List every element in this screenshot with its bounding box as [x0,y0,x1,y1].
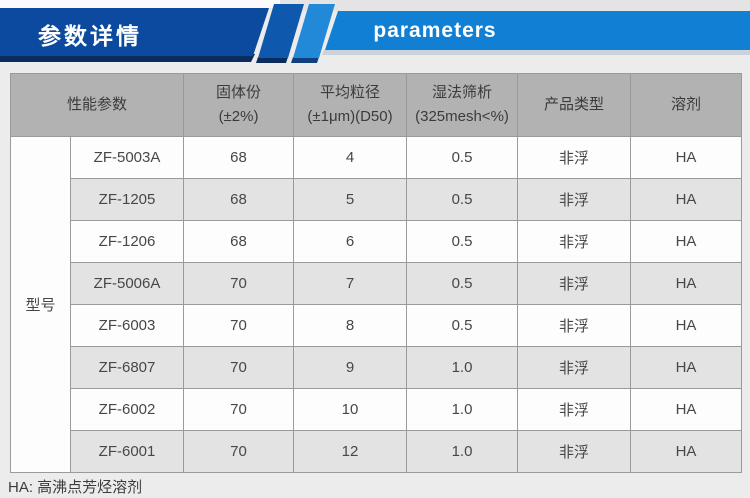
solvent-footnote: HA: 高沸点芳烃溶剂 [8,479,143,496]
header-size-line1: 平均粒径 [320,84,381,101]
row-group-label-model: 型号 [10,136,71,473]
header-performance-params: 性能参数 [9,73,185,137]
table-row: 型号 ZF-5003A 68 4 0.5 非浮 HA [10,136,743,473]
banner-ribbon-graphic [0,0,750,70]
table-row: ZF-1206 68 6 0.5 非浮 HA [10,220,743,263]
size-cell: 6 [293,220,408,263]
type-cell: 非浮 [517,388,632,431]
solid-cell: 70 [183,388,295,431]
solid-cell: 68 [183,136,295,179]
banner-title-english: parameters [373,19,497,42]
banner-title-chinese: 参数详情 [38,23,142,49]
header-sieve-line1: 湿法筛析 [432,84,493,101]
model-cell: ZF-6807 [69,346,185,389]
solvent-cell: HA [630,136,743,179]
header-solid-content: 固体份 (±2%) [183,73,295,137]
table-row: ZF-5006A 70 7 0.5 非浮 HA [10,262,743,305]
size-cell: 4 [293,136,408,179]
model-cell: ZF-1205 [69,178,185,221]
type-cell: 非浮 [517,346,632,389]
size-cell: 5 [293,178,408,221]
sieve-cell: 0.5 [406,262,519,305]
size-cell: 9 [293,346,408,389]
sieve-cell: 1.0 [406,388,519,431]
model-cell: ZF-1206 [69,220,185,263]
sieve-cell: 0.5 [406,178,519,221]
sieve-cell: 0.5 [406,304,519,347]
type-cell: 非浮 [517,262,632,305]
solvent-cell: HA [630,220,743,263]
size-cell: 8 [293,304,408,347]
table-row: ZF-1205 68 5 0.5 非浮 HA [10,178,743,221]
solvent-cell: HA [630,388,743,431]
type-cell: 非浮 [517,304,632,347]
spec-table: 性能参数 固体份 (±2%) 平均粒径 (±1μm)(D50) 湿法筛析 (32… [9,73,743,473]
sieve-cell: 1.0 [406,430,519,473]
model-cell: ZF-5003A [69,136,185,179]
page-banner: 参数详情 parameters [0,0,750,70]
sieve-cell: 0.5 [406,220,519,263]
solid-cell: 68 [183,178,295,221]
solvent-cell: HA [630,304,743,347]
solid-cell: 70 [183,430,295,473]
header-size-line2: (±1μm)(D50) [307,108,393,125]
header-product-type: 产品类型 [517,73,632,137]
solid-cell: 68 [183,220,295,263]
table-row: ZF-6003 70 8 0.5 非浮 HA [10,304,743,347]
type-cell: 非浮 [517,178,632,221]
solvent-cell: HA [630,346,743,389]
header-wet-sieve: 湿法筛析 (325mesh<%) [406,73,519,137]
model-cell: ZF-6002 [69,388,185,431]
header-solid-line2: (±2%) [218,108,259,125]
size-cell: 12 [293,430,408,473]
header-particle-size: 平均粒径 (±1μm)(D50) [293,73,408,137]
size-cell: 10 [293,388,408,431]
model-cell: ZF-6003 [69,304,185,347]
sieve-cell: 1.0 [406,346,519,389]
table-row: ZF-6001 70 12 1.0 非浮 HA [10,430,743,473]
solvent-cell: HA [630,262,743,305]
table-row: ZF-6002 70 10 1.0 非浮 HA [10,388,743,431]
header-sieve-line2: (325mesh<%) [415,108,509,125]
model-cell: ZF-5006A [69,262,185,305]
size-cell: 7 [293,262,408,305]
table-header-row: 性能参数 固体份 (±2%) 平均粒径 (±1μm)(D50) 湿法筛析 (32… [9,73,743,137]
model-cell: ZF-6001 [69,430,185,473]
header-solvent: 溶剂 [630,73,743,137]
solid-cell: 70 [183,262,295,305]
type-cell: 非浮 [517,430,632,473]
solvent-cell: HA [630,430,743,473]
solid-cell: 70 [183,304,295,347]
solid-cell: 70 [183,346,295,389]
sieve-cell: 0.5 [406,136,519,179]
type-cell: 非浮 [517,220,632,263]
type-cell: 非浮 [517,136,632,179]
solvent-cell: HA [630,178,743,221]
table-row: ZF-6807 70 9 1.0 非浮 HA [10,346,743,389]
header-solid-line1: 固体份 [216,84,262,101]
